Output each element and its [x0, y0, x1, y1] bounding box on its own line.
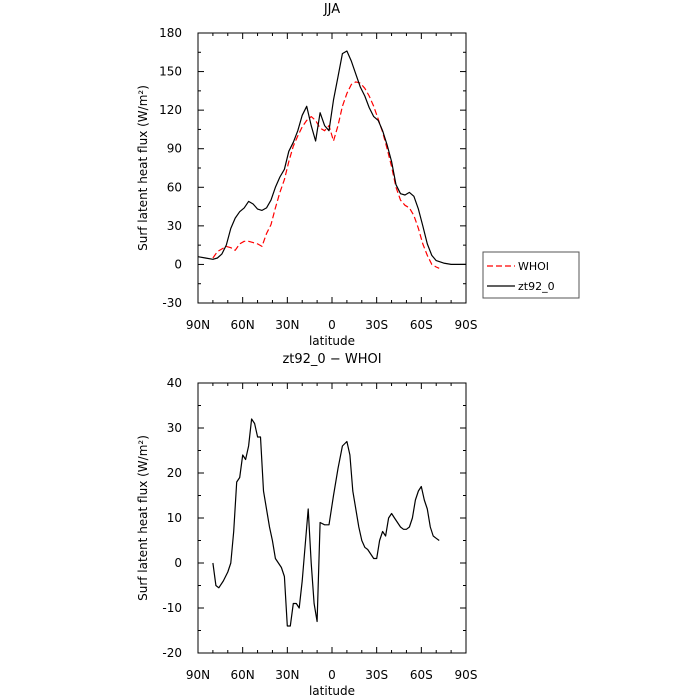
- y-tick-label: -20: [162, 646, 182, 660]
- y-tick-label: 30: [167, 421, 182, 435]
- y-tick-label: -10: [162, 601, 182, 615]
- x-tick-label: 60S: [410, 318, 433, 332]
- x-tick-label: 90N: [186, 668, 210, 682]
- x-tick-label: 0: [328, 668, 336, 682]
- series-line-difference: [212, 418, 440, 627]
- y-tick-label: 150: [159, 65, 182, 79]
- legend-box: [482, 251, 580, 299]
- y-tick-label: 10: [167, 511, 182, 525]
- y-tick-label: 0: [174, 257, 182, 271]
- x-tick-label: 60N: [231, 318, 255, 332]
- y-tick-label: 0: [174, 556, 182, 570]
- legend-label: WHOI: [518, 260, 549, 273]
- y-axis-label: Surf latent heat flux (W/m²): [136, 85, 150, 251]
- top-panel: JJA 90N 60N 30N 0 30S 60S 90S -30 0 30 60 90 120 150 18…: [136, 2, 477, 348]
- y-tick-label: 20: [167, 466, 182, 480]
- y-tick-label: 90: [167, 142, 182, 156]
- x-tick-label: 30S: [365, 318, 388, 332]
- bottom-panel: zt92_0 − WHOI 90N 60N 30N 0 30S 60S 90S -20 -10 0 1…: [136, 352, 477, 698]
- y-tick-label: 40: [167, 376, 182, 390]
- x-axis-label: latitude: [309, 334, 355, 348]
- x-axis-label: latitude: [309, 684, 355, 698]
- y-tick-label: 120: [159, 103, 182, 117]
- x-tick-label: 30S: [365, 668, 388, 682]
- y-tick-label: 30: [167, 219, 182, 233]
- x-tick-label: 90N: [186, 318, 210, 332]
- series-line-whoi: [212, 81, 440, 269]
- x-tick-label: 60N: [231, 668, 255, 682]
- x-tick-label: 90S: [455, 318, 478, 332]
- plot-frame: [197, 32, 467, 304]
- series-line-zt92-0: [197, 50, 466, 265]
- y-tick-label: 60: [167, 180, 182, 194]
- x-tick-label: 30N: [275, 668, 299, 682]
- x-tick-label: 60S: [410, 668, 433, 682]
- legend: WHOI zt92_0: [482, 251, 580, 299]
- x-tick-label: 30N: [275, 318, 299, 332]
- x-tick-label: 90S: [455, 668, 478, 682]
- x-tick-label: 0: [328, 318, 336, 332]
- chart-title: zt92_0 − WHOI: [282, 352, 381, 367]
- y-tick-label: 180: [159, 26, 182, 40]
- plot-frame: [197, 382, 467, 654]
- y-axis-label: Surf latent heat flux (W/m²): [136, 435, 150, 601]
- chart-title: JJA: [323, 2, 340, 17]
- legend-label: zt92_0: [518, 280, 555, 293]
- y-tick-label: -30: [162, 296, 182, 310]
